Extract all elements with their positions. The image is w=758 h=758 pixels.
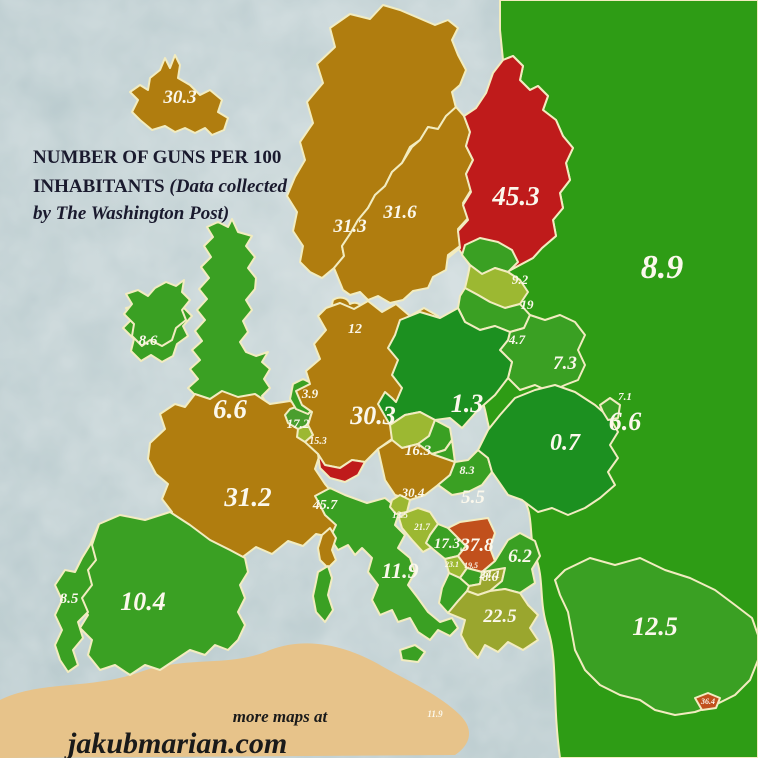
- svg-text:5.5: 5.5: [461, 487, 485, 508]
- svg-text:8.3: 8.3: [460, 463, 475, 477]
- svg-text:11.9: 11.9: [427, 709, 443, 719]
- svg-text:6.2: 6.2: [508, 546, 532, 567]
- svg-text:22.5: 22.5: [482, 606, 517, 627]
- svg-text:17.2: 17.2: [287, 416, 310, 431]
- svg-text:30.3: 30.3: [349, 401, 396, 430]
- svg-text:17.3: 17.3: [434, 536, 461, 552]
- svg-text:15.3: 15.3: [309, 436, 327, 447]
- svg-text:1.3: 1.3: [451, 389, 484, 418]
- svg-text:7.1: 7.1: [618, 391, 632, 403]
- svg-text:19: 19: [521, 297, 535, 312]
- svg-text:6.6: 6.6: [609, 407, 642, 436]
- svg-text:37.8: 37.8: [459, 535, 494, 556]
- svg-text:by The Washington Post): by The Washington Post): [33, 203, 229, 224]
- svg-text:more maps at: more maps at: [233, 707, 329, 726]
- svg-text:11.9: 11.9: [381, 558, 418, 583]
- svg-text:24.1: 24.1: [479, 567, 501, 581]
- svg-text:45.3: 45.3: [491, 181, 539, 211]
- svg-text:4.7: 4.7: [508, 332, 526, 347]
- svg-text:30.3: 30.3: [162, 87, 196, 108]
- svg-text:8.9: 8.9: [641, 249, 684, 286]
- svg-text:31.3: 31.3: [332, 216, 366, 237]
- svg-text:8.6: 8.6: [139, 333, 158, 349]
- svg-text:9.2: 9.2: [512, 272, 529, 287]
- svg-text:3.9: 3.9: [301, 386, 319, 401]
- svg-text:31.2: 31.2: [223, 482, 271, 512]
- svg-text:36.4: 36.4: [700, 697, 715, 706]
- svg-text:45.7: 45.7: [312, 498, 339, 513]
- svg-text:16.3: 16.3: [405, 443, 432, 459]
- svg-text:30.4: 30.4: [401, 485, 425, 500]
- svg-text:31.6: 31.6: [382, 202, 417, 223]
- svg-text:0.7: 0.7: [550, 430, 581, 456]
- svg-text:jakubmarian.com: jakubmarian.com: [64, 727, 287, 758]
- svg-text:23.1: 23.1: [444, 560, 459, 569]
- svg-text:12: 12: [348, 322, 362, 337]
- svg-text:13.5: 13.5: [392, 510, 408, 520]
- svg-text:7.3: 7.3: [553, 353, 577, 374]
- svg-text:10.4: 10.4: [120, 587, 166, 616]
- svg-text:NUMBER OF GUNS PER 100: NUMBER OF GUNS PER 100: [33, 147, 281, 168]
- svg-text:6.6: 6.6: [213, 394, 247, 424]
- svg-text:19.5: 19.5: [464, 561, 478, 570]
- svg-text:12.5: 12.5: [632, 612, 678, 641]
- svg-text:INHABITANTS (Data collected: INHABITANTS (Data collected: [33, 176, 288, 197]
- svg-text:21.7: 21.7: [413, 522, 430, 532]
- svg-text:8.5: 8.5: [60, 591, 79, 607]
